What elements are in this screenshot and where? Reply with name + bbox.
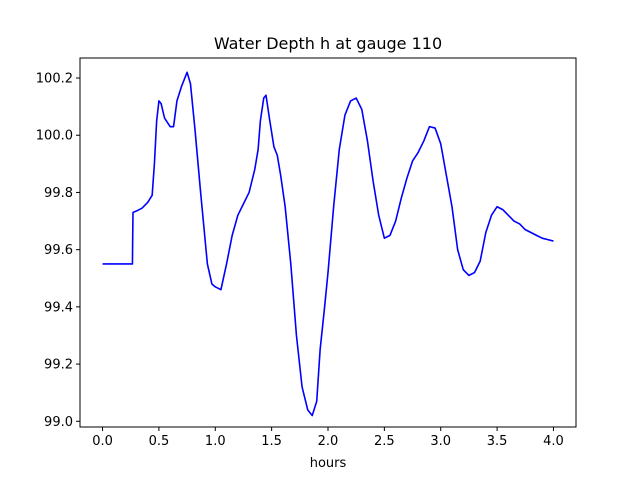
y-tick-label: 99.0	[44, 415, 73, 430]
series-line	[102, 71, 554, 417]
plot-frame	[79, 57, 577, 428]
plot-area	[80, 58, 576, 427]
x-tick-label: 2.5	[374, 434, 395, 449]
y-tick-label: 99.6	[44, 243, 73, 258]
x-tick-label: 0.0	[92, 434, 113, 449]
x-tick-label: 1.5	[261, 434, 282, 449]
x-axis-label: hours	[310, 456, 347, 471]
x-axis-ticks: 0.0 0.5 1.0 1.5 2.0 2.5 3.0 3.5 4.0	[92, 427, 564, 449]
x-tick-label: 3.5	[487, 434, 508, 449]
chart-title: Water Depth h at gauge 110	[214, 34, 442, 53]
series-layer	[102, 71, 554, 417]
x-tick-label: 0.5	[149, 434, 170, 449]
x-tick-label: 4.0	[543, 434, 564, 449]
y-tick-label: 100.0	[36, 129, 73, 144]
y-tick-label: 100.2	[36, 72, 73, 87]
x-tick-label: 2.0	[318, 434, 339, 449]
x-tick-label: 1.0	[205, 434, 226, 449]
x-tick-label: 3.0	[430, 434, 451, 449]
y-tick-label: 99.4	[44, 300, 73, 315]
y-tick-label: 99.8	[44, 186, 73, 201]
y-axis-ticks: 99.0 99.2 99.4 99.6 99.8 100.0 100.2	[36, 72, 80, 430]
y-tick-label: 99.2	[44, 358, 73, 373]
